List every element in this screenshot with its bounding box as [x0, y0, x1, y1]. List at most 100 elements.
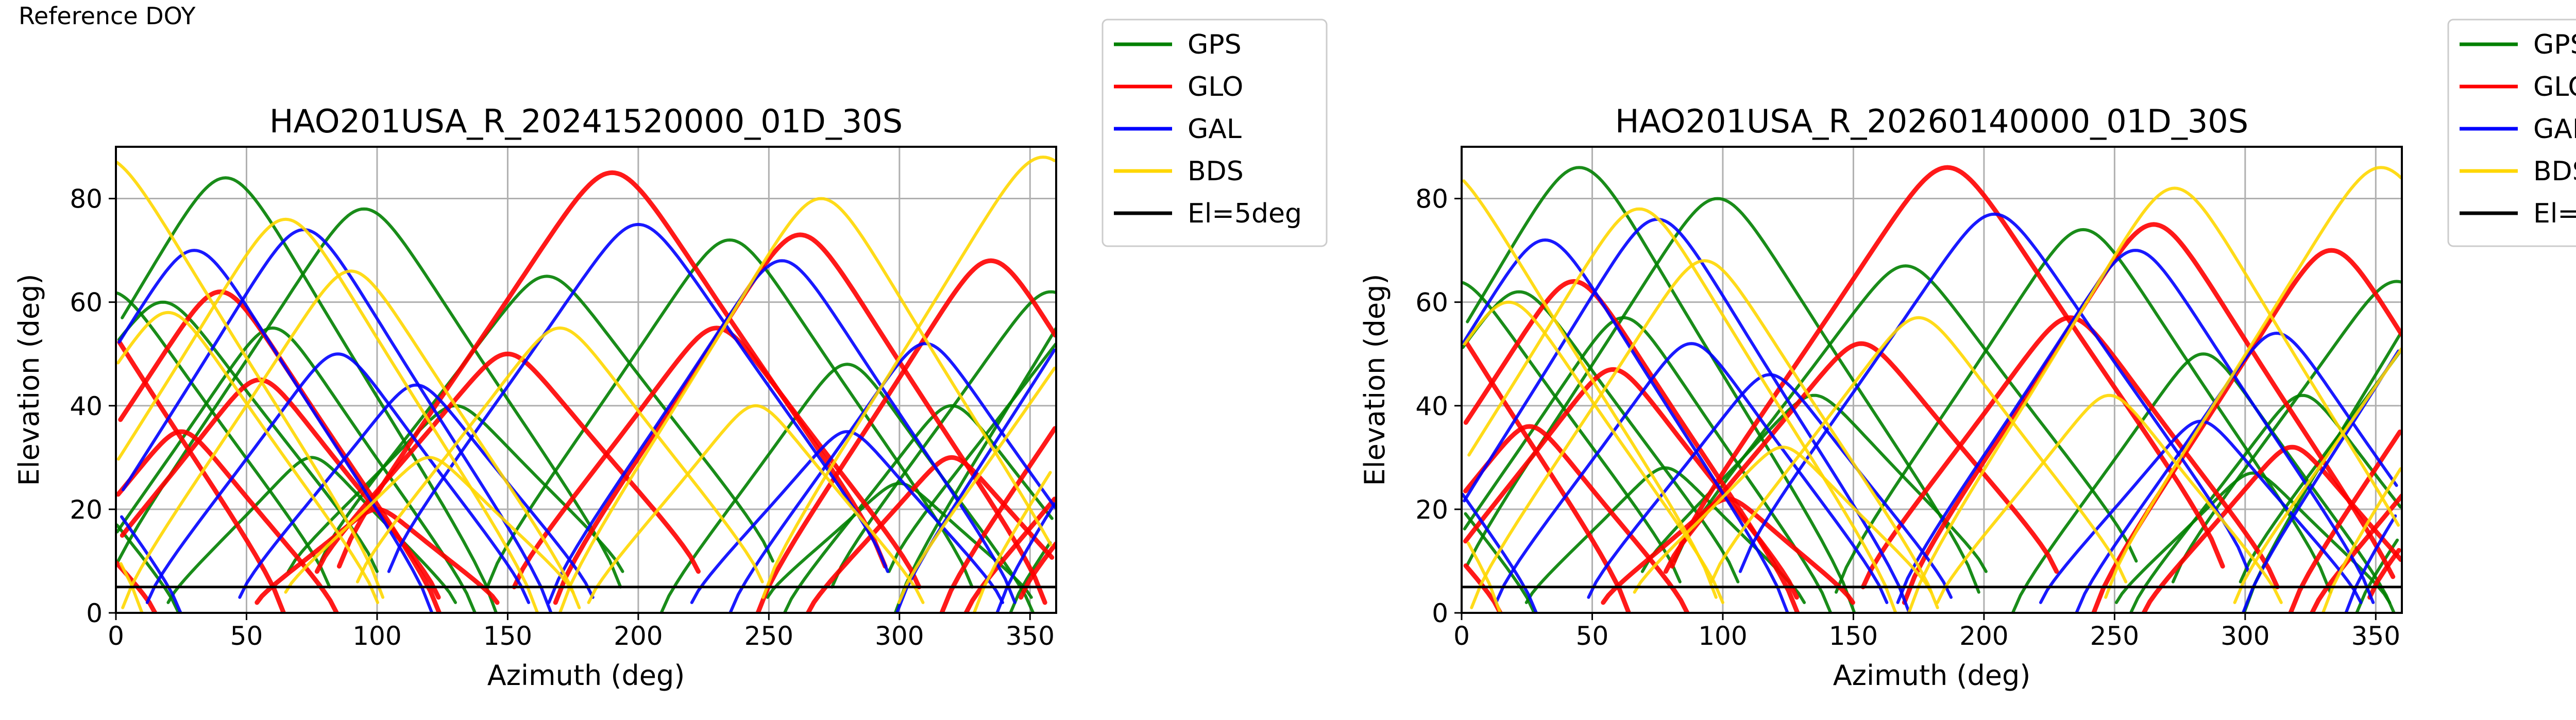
pass-bds — [1467, 207, 1897, 613]
legend-label-gal: GAL — [2533, 114, 2576, 145]
pass-bds — [1710, 316, 2128, 584]
pass-gal — [1896, 249, 2375, 604]
pass-bds — [116, 311, 379, 604]
pass-glo — [314, 351, 701, 574]
pass-gal — [1462, 492, 1538, 613]
pass-glo — [1019, 541, 1056, 600]
pass-gps — [2011, 352, 2396, 613]
pass-bds — [1907, 186, 2400, 613]
pass-gps — [116, 292, 331, 589]
x-tick-label: 300 — [2221, 621, 2269, 651]
x-tick-label: 350 — [1006, 621, 1055, 651]
pass-glo — [117, 340, 286, 613]
pass-bds — [972, 471, 1052, 613]
pass-bds — [121, 269, 581, 609]
x-tick-label: 200 — [614, 621, 663, 651]
pass-bds — [2233, 347, 2402, 604]
y-tick-label: 0 — [86, 598, 103, 628]
pass-glo — [755, 258, 1056, 613]
pass-bds — [587, 404, 925, 604]
pass-glo — [336, 170, 888, 569]
y-tick-label: 80 — [1415, 184, 1448, 214]
legend-label-bds: BDS — [2533, 156, 2576, 187]
legend-label-bds: BDS — [1188, 156, 1244, 187]
pass-gps — [2114, 471, 2392, 604]
y-tick-label: 80 — [70, 184, 103, 214]
x-tick-label: 300 — [875, 621, 924, 651]
pass-gps — [2171, 280, 2402, 584]
pass-glo — [118, 289, 442, 613]
legend-box — [2447, 19, 2576, 247]
pass-bds — [897, 366, 1056, 604]
x-tick-label: 150 — [1829, 621, 1878, 651]
pass-gps — [1466, 166, 1856, 613]
pass-gal — [1463, 217, 1911, 613]
pass-bds — [117, 217, 539, 613]
pass-gal — [387, 222, 889, 573]
legend: GPS GLO GAL BDS El=5deg — [1101, 19, 1328, 247]
y-tick-label: 60 — [1415, 288, 1448, 318]
pass-glo — [1663, 341, 2059, 574]
x-tick-label: 350 — [2351, 621, 2400, 651]
legend-label-gps: GPS — [2533, 29, 2576, 60]
pass-bds — [116, 161, 385, 599]
pass-glo — [1464, 339, 1631, 613]
pass-gal — [2075, 331, 2398, 613]
plot-area — [1462, 165, 2402, 613]
y-tick-label: 60 — [70, 288, 103, 318]
pass-glo — [2091, 248, 2402, 613]
pass-bds — [1470, 259, 1939, 609]
pass-gal — [145, 352, 530, 604]
pass-gps — [1640, 393, 1988, 573]
pass-glo — [1860, 315, 2280, 590]
pass-gal — [547, 259, 1016, 604]
pass-gps — [1465, 197, 1980, 594]
y-tick-label: 20 — [1415, 495, 1448, 525]
chart-title: HAO201USA_R_20241520000_01D_30S — [269, 102, 903, 140]
pass-gal — [1494, 342, 1889, 604]
pass-gps — [286, 404, 624, 573]
pass-gps — [116, 326, 477, 613]
y-tick-label: 40 — [70, 391, 103, 421]
pass-gps — [1524, 466, 1806, 604]
pass-gps — [893, 327, 1056, 613]
x-tick-label: 250 — [744, 621, 793, 651]
pass-gps — [766, 482, 1033, 599]
pass-gal — [2039, 419, 2363, 604]
pass-bds — [1463, 300, 1724, 604]
pass-bds — [284, 456, 575, 594]
y-axis-label: Elevation (deg) — [13, 274, 45, 486]
plot-area — [116, 156, 1056, 613]
pass-bds — [1462, 179, 1718, 599]
pass-gal — [690, 430, 1005, 604]
y-axis-label: Elevation (deg) — [1359, 274, 1391, 486]
x-axis-label: Azimuth (deg) — [1833, 659, 2031, 692]
axes-frame — [115, 146, 1057, 614]
y-tick-label: 20 — [70, 495, 103, 525]
pass-bds — [1936, 393, 2283, 604]
y-tick-label: 0 — [1432, 598, 1448, 628]
pass-bds — [1466, 541, 1502, 613]
legend-box — [1101, 19, 1328, 247]
pass-glo — [2141, 444, 2402, 613]
pass-gal — [1738, 212, 2250, 573]
x-axis-label: Azimuth (deg) — [487, 659, 685, 692]
pass-gps — [1835, 228, 2332, 594]
pass-bds — [761, 156, 1056, 599]
pass-glo — [1463, 563, 1503, 613]
pass-gps — [117, 300, 379, 573]
x-tick-label: 50 — [230, 621, 263, 651]
pass-glo — [553, 232, 1047, 605]
pass-glo — [512, 325, 922, 590]
pass-gps — [1463, 316, 1833, 613]
pass-glo — [1902, 222, 2396, 605]
x-tick-label: 100 — [1698, 621, 1747, 651]
x-tick-label: 250 — [2090, 621, 2139, 651]
legend-label-el5deg: El=5deg — [1188, 198, 1302, 229]
pass-gps — [121, 176, 498, 613]
pass-glo — [120, 377, 441, 600]
legend: GPS GLO GAL BDS El=5deg — [2447, 19, 2576, 247]
pass-glo — [1463, 279, 1800, 613]
pass-gps — [116, 207, 622, 589]
